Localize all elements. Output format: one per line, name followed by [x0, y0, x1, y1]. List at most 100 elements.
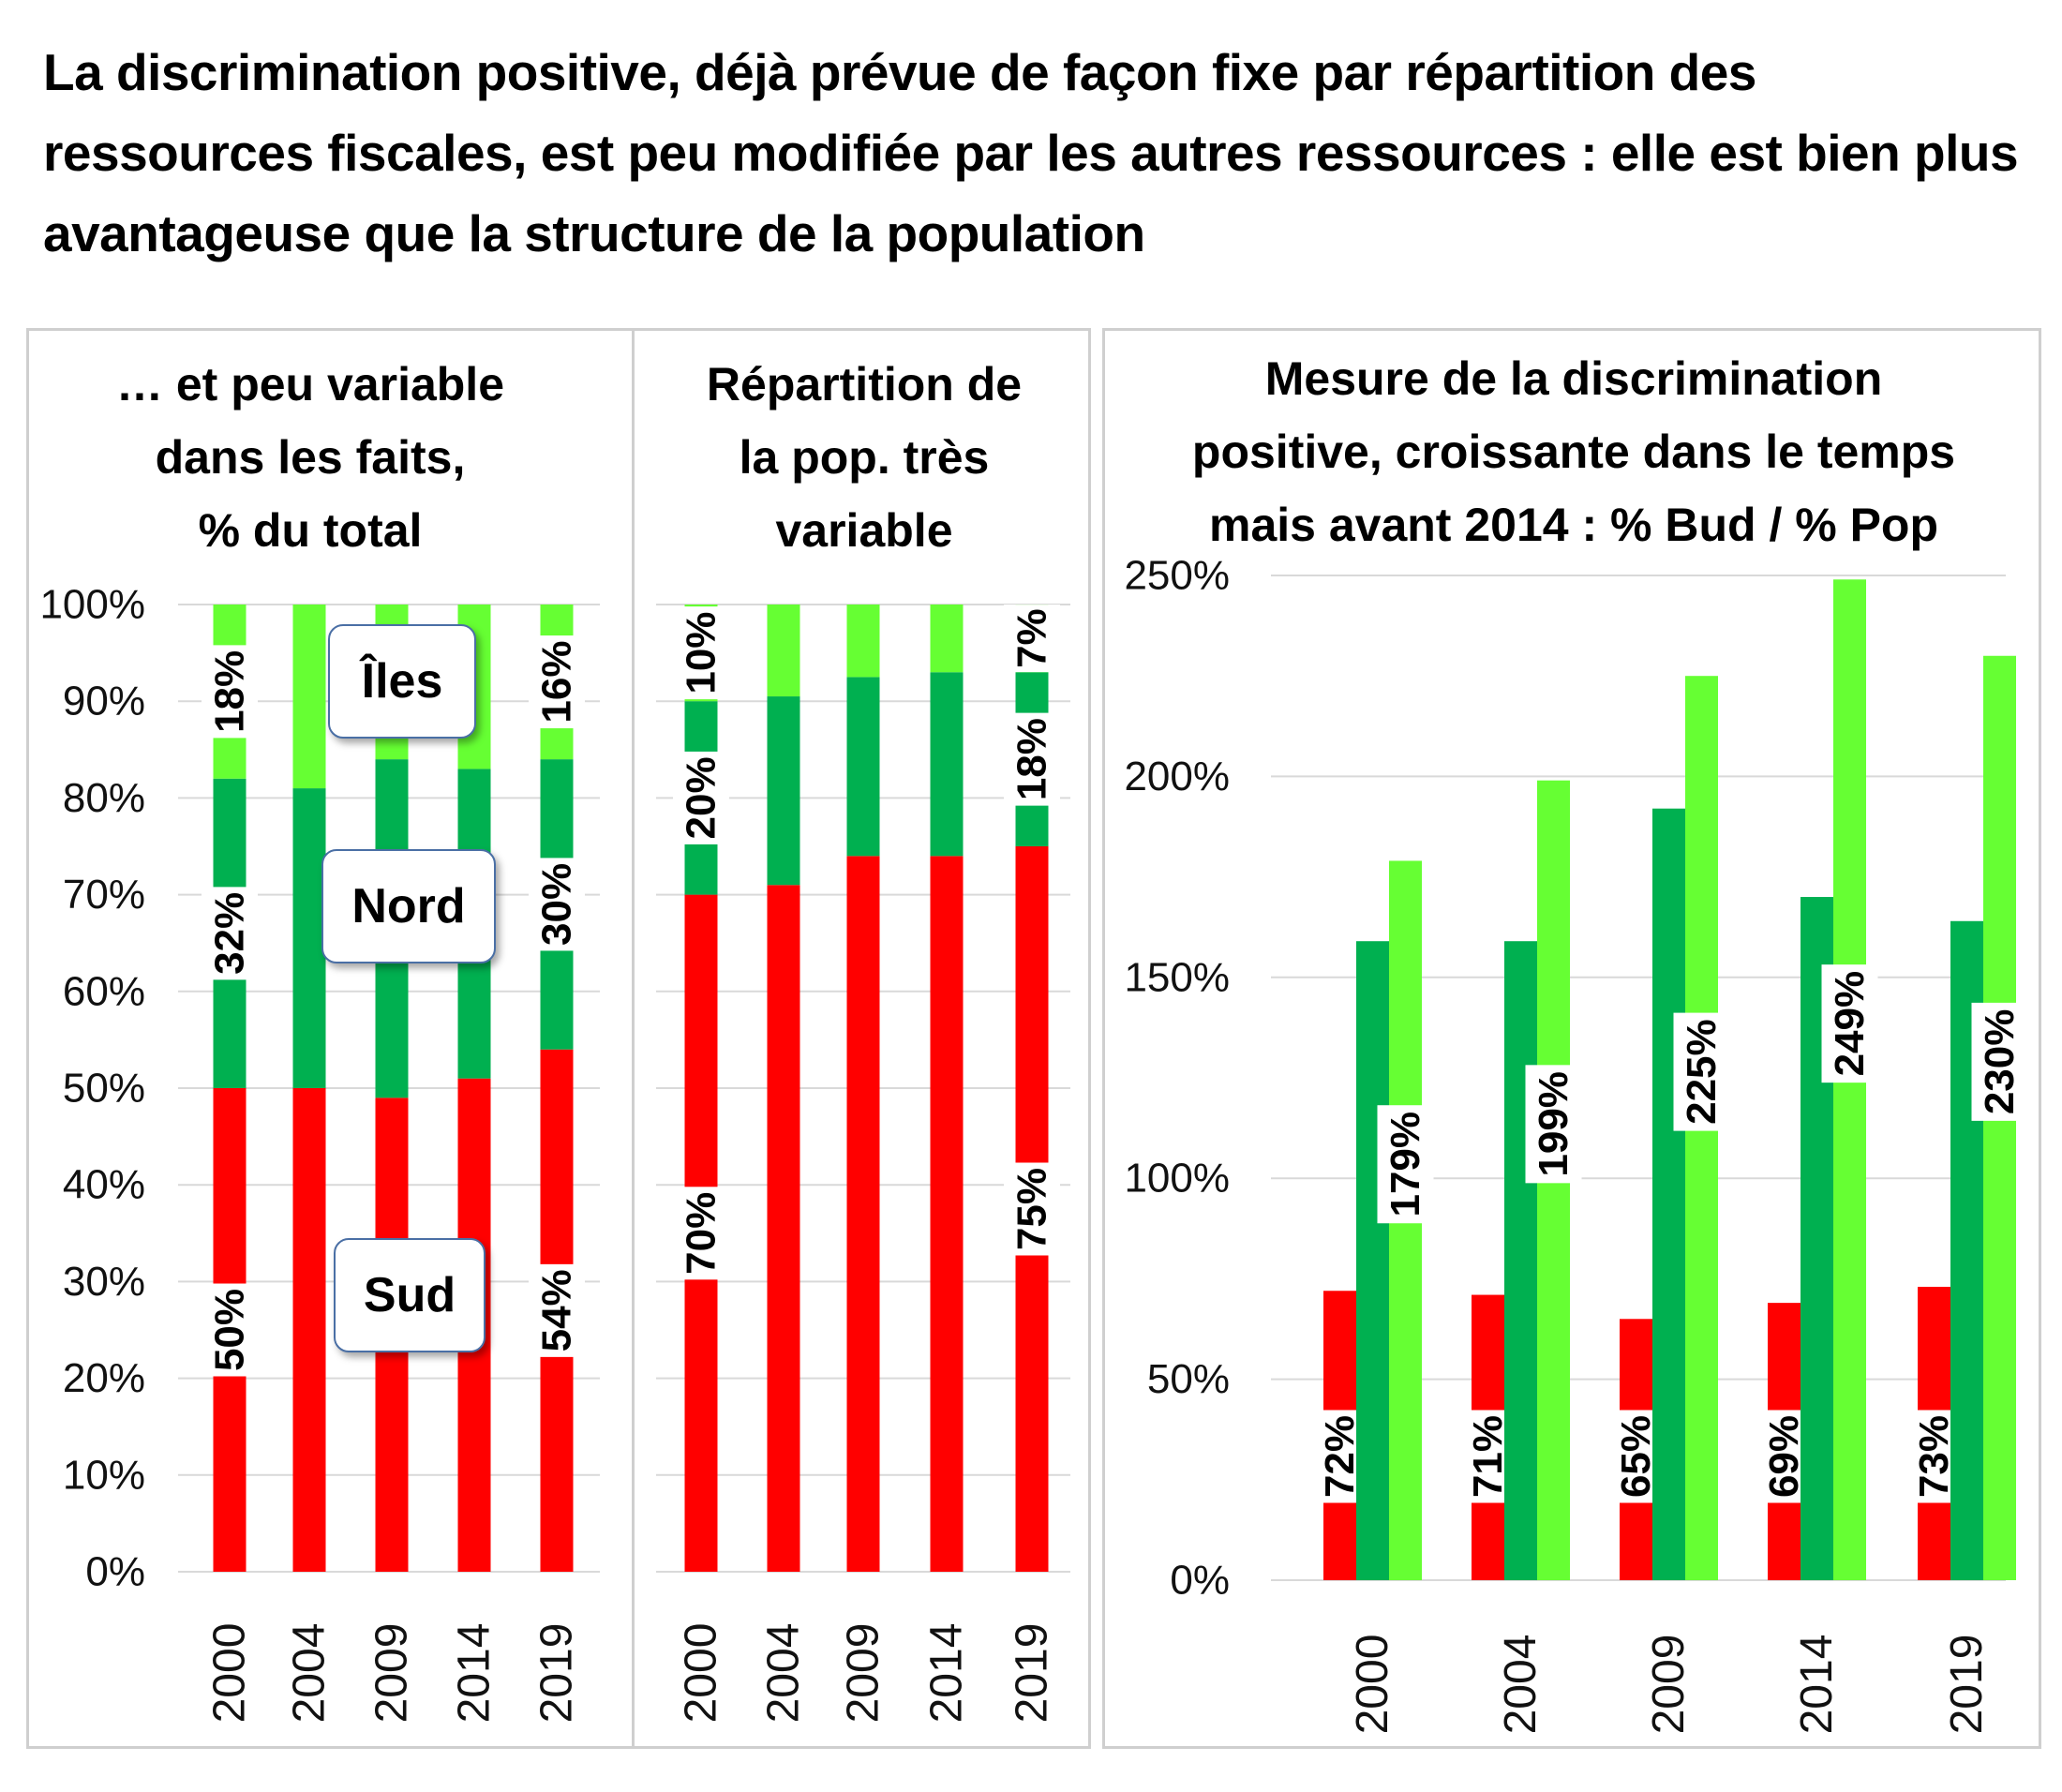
- mid-xtick-group: 2000: [677, 1623, 726, 1724]
- panel-mid-title: Répartition de la pop. très variable: [635, 348, 1094, 567]
- left-ytick: 30%: [63, 1259, 145, 1305]
- left-ytick: 40%: [63, 1162, 145, 1208]
- left-data-label-bg: [529, 858, 585, 951]
- right-ytick: 250%: [1124, 553, 1230, 599]
- right-ytick: 150%: [1124, 954, 1230, 1000]
- mid-bar-sud-2014: [930, 856, 964, 1572]
- left-data-label: 30%: [534, 863, 580, 946]
- left-data-label-group: 50%: [202, 1283, 258, 1377]
- left-bar-sud-2004: [292, 1088, 326, 1572]
- panel-left-chart: … et peu variable dans les faits, % du t…: [26, 328, 634, 1749]
- right-data-label-group: 225%: [1673, 1012, 1730, 1131]
- right-xtick: 2019: [1942, 1635, 1992, 1735]
- mid-data-label-bg: [673, 751, 729, 844]
- left-data-label-group: 16%: [529, 635, 585, 729]
- left-ytick: 90%: [63, 679, 145, 724]
- panel-right-title-line: Mesure de la discrimination: [1264, 352, 1883, 405]
- right-data-label-bg: [1971, 1002, 2028, 1121]
- mid-xtick: 2000: [677, 1623, 726, 1724]
- mid-data-label-bg: [1004, 605, 1060, 673]
- right-bar-nord-2009: [1652, 808, 1685, 1580]
- right-data-label-bg: [1377, 1105, 1434, 1224]
- left-data-label: 16%: [534, 641, 580, 724]
- panel-left-title: … et peu variable dans les faits, % du t…: [29, 348, 591, 567]
- right-xtick-group: 2014: [1792, 1635, 1842, 1735]
- right-xtick-group: 2019: [1942, 1635, 1992, 1735]
- legend-callout-sud: Sud: [334, 1238, 486, 1352]
- left-xtick-group: 2014: [450, 1623, 500, 1724]
- right-data-label: 225%: [1679, 1019, 1725, 1125]
- mid-data-label: 75%: [1009, 1168, 1055, 1250]
- mid-data-label-bg: [1004, 712, 1060, 806]
- left-bar-iles-2004: [292, 605, 326, 789]
- left-data-label-group: 54%: [529, 1263, 585, 1357]
- legend-callout-nord: Nord: [321, 849, 496, 963]
- left-xtick-group: 2000: [205, 1623, 255, 1724]
- mid-xtick-group: 2009: [839, 1623, 889, 1724]
- panel-left-title-line: … et peu variable: [115, 358, 505, 411]
- mid-bar-nord-2009: [846, 677, 880, 857]
- mid-data-label-group: 70%: [673, 1187, 729, 1280]
- right-ytick: 50%: [1147, 1356, 1230, 1402]
- right-data-label-group: 249%: [1821, 964, 1878, 1083]
- left-ytick: 100%: [39, 582, 145, 628]
- right-data-label-group: 199%: [1525, 1065, 1582, 1184]
- mid-data-label: 20%: [679, 756, 725, 839]
- left-xtick: 2009: [367, 1623, 417, 1724]
- mid-xtick-group: 2004: [759, 1623, 809, 1724]
- panel-left-title-line: % du total: [198, 504, 423, 557]
- left-xtick: 2014: [450, 1623, 500, 1724]
- panel-mid-title-line: la pop. très: [739, 431, 990, 484]
- left-ytick: 80%: [63, 775, 145, 821]
- left-data-label-bg: [202, 887, 258, 980]
- right-bar-nord-2000: [1356, 941, 1389, 1580]
- right-xtick: 2004: [1496, 1635, 1546, 1735]
- left-xtick: 2000: [205, 1623, 255, 1724]
- left-xtick: 2019: [532, 1623, 582, 1724]
- mid-data-label: 7%: [1009, 608, 1055, 668]
- right-xtick-group: 2009: [1644, 1635, 1694, 1735]
- left-data-label: 54%: [534, 1269, 580, 1351]
- panel-right-title: Mesure de la discrimination positive, cr…: [1105, 342, 2042, 561]
- right-ytick: 0%: [1170, 1558, 1230, 1604]
- left-xtick: 2004: [285, 1623, 335, 1724]
- right-data-label: 73%: [1911, 1415, 1957, 1498]
- right-data-label: 72%: [1317, 1415, 1363, 1498]
- mid-data-label-group: 20%: [673, 751, 729, 844]
- right-data-label-bg: [1525, 1065, 1582, 1184]
- mid-data-label-group: 10%: [673, 606, 729, 700]
- panel-mid-title-line: variable: [775, 504, 953, 557]
- left-data-label: 50%: [207, 1289, 253, 1371]
- right-data-label: 71%: [1465, 1415, 1511, 1498]
- mid-xtick: 2004: [759, 1623, 809, 1724]
- right-data-label: 65%: [1613, 1415, 1659, 1498]
- right-data-label-bg: [1821, 964, 1878, 1083]
- mid-data-label-bg: [673, 606, 729, 700]
- left-ytick: 20%: [63, 1355, 145, 1401]
- mid-bar-nord-2004: [767, 696, 800, 886]
- mid-bar-iles-2009: [846, 605, 880, 678]
- legend-callout-iles: Îles: [328, 624, 476, 739]
- right-data-label: 230%: [1977, 1009, 2023, 1115]
- left-ytick: 70%: [63, 872, 145, 918]
- right-data-label-group: 230%: [1971, 1002, 2028, 1121]
- left-ytick: 60%: [63, 968, 145, 1014]
- right-xtick: 2000: [1348, 1635, 1397, 1735]
- mid-data-label: 70%: [679, 1192, 725, 1275]
- left-data-label-bg: [529, 635, 585, 729]
- right-xtick: 2014: [1792, 1635, 1842, 1735]
- right-data-label-bg: [1673, 1012, 1730, 1131]
- right-bar-nord-2004: [1504, 941, 1537, 1580]
- right-ytick: 200%: [1124, 754, 1230, 799]
- right-xtick: 2009: [1644, 1635, 1694, 1735]
- mid-xtick: 2014: [922, 1623, 972, 1724]
- right-data-label: 69%: [1761, 1415, 1807, 1498]
- mid-bar-sud-2009: [846, 856, 880, 1572]
- left-data-label: 32%: [207, 892, 253, 975]
- right-xtick-group: 2000: [1348, 1635, 1397, 1735]
- mid-bar-sud-2004: [767, 885, 800, 1572]
- mid-data-label-group: 75%: [1004, 1162, 1060, 1256]
- mid-data-label-group: 18%: [1004, 712, 1060, 806]
- right-data-label: 199%: [1531, 1071, 1576, 1177]
